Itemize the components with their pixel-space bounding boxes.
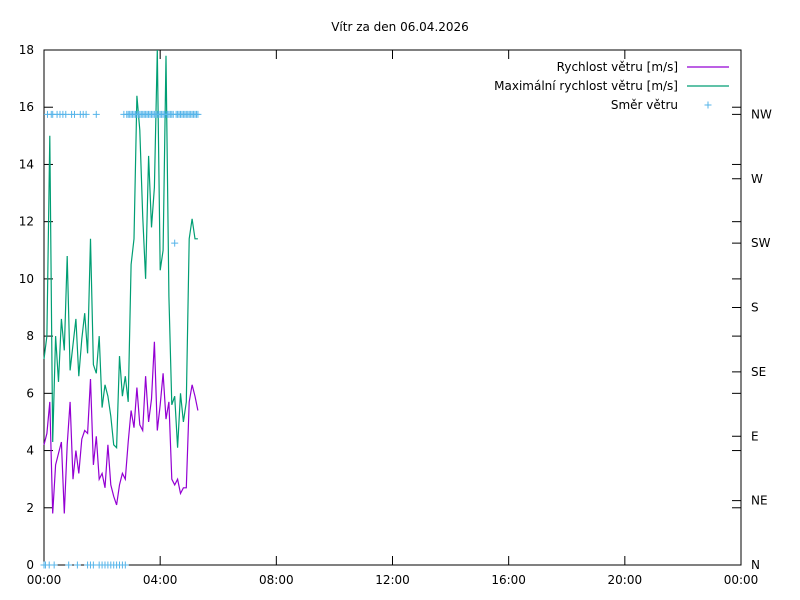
y-tick-label: 12 [19,215,34,229]
series-direction [40,110,202,569]
legend: Rychlost větru [m/s] Maximální rychlost v… [494,60,729,112]
x-tick-label: 20:00 [608,573,643,587]
y2-tick-label: W [751,172,763,186]
direction-point [171,239,179,247]
x-tick-label: 04:00 [143,573,178,587]
y2-tick-label: N [751,558,760,572]
direction-point [92,110,100,118]
y2-tick-label: E [751,429,759,443]
y2-tick-label: SW [751,236,771,250]
y2-tick-label: SE [751,365,766,379]
y2-axis: N NE E SE S SW W NW [732,107,772,572]
legend-label: Maximální rychlost větru [m/s] [494,79,678,93]
x-tick-label: 12:00 [375,573,410,587]
direction-point [73,561,81,569]
x-tick-label: 00:00 [27,573,62,587]
y-tick-label: 0 [26,558,34,572]
y-tick-label: 8 [26,329,34,343]
direction-point [65,561,73,569]
y2-tick-label: NW [751,107,772,121]
series-line [43,341,199,514]
series-layer [40,49,202,569]
x-tick-label: 08:00 [259,573,294,587]
legend-label: Rychlost větru [m/s] [557,60,678,74]
direction-point [121,561,129,569]
direction-point [50,561,58,569]
series-line [43,49,198,450]
y2-tick-label: NE [751,494,768,508]
chart-title: Vítr za den 06.04.2026 [331,20,469,34]
y-tick-label: 4 [26,444,34,458]
plot-frame [43,49,742,566]
y-tick-label: 10 [19,272,34,286]
y-tick-label: 14 [19,157,34,171]
y-axis: 0 2 4 6 8 10 12 14 16 18 [19,43,741,572]
x-tick-label: 00:00 [724,573,759,587]
direction-point [194,110,202,118]
y-tick-label: 6 [26,386,34,400]
legend-marker [704,101,712,109]
y-tick-label: 2 [26,501,34,515]
direction-point [82,110,90,118]
y-tick-label: 18 [19,43,34,57]
y2-tick-label: S [751,301,759,315]
x-axis: 00:00 04:00 08:00 12:00 16:00 20:00 00:00 [27,50,759,587]
series-speed [43,341,199,514]
legend-label: Směr větru [611,98,678,112]
x-tick-label: 16:00 [491,573,526,587]
series-gust [43,49,198,450]
y-tick-label: 16 [19,100,34,114]
